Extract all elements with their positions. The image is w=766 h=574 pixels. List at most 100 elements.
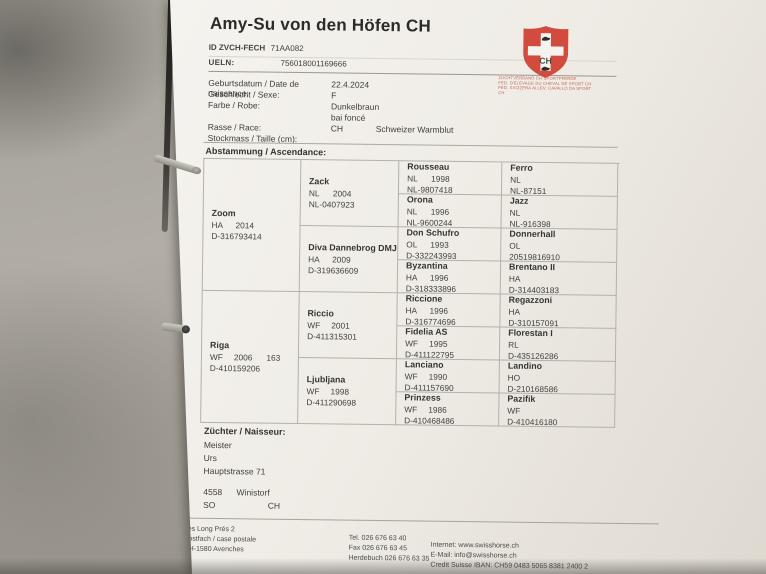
breed: HA (508, 273, 521, 284)
horse-breed-year: HA 1996 (405, 305, 495, 316)
horse-reg: D-316774696 (405, 315, 456, 327)
horse-name: Landino (507, 360, 543, 371)
pedigree-cell: Byzantina HA 1996 D-318333896 (397, 260, 502, 295)
horse-breed-year: NL 1998 (407, 173, 497, 184)
pedigree-cell-sire: Zoom HA 2014 D-316793414 (202, 158, 302, 293)
horse-reg: NL-9600244 (406, 216, 453, 228)
pedigree-cell: Fidelia AS WF 1995 D-411122795 (396, 326, 501, 361)
horse-breed: HA (509, 273, 612, 284)
horse-reg: D-318333896 (405, 282, 457, 294)
horse-breed-year: HA 1996 (406, 272, 496, 283)
breed: WF (404, 403, 418, 414)
info-value: bai foncé (330, 112, 366, 123)
horse-breed-year: WF 1990 (405, 371, 495, 382)
pedigree-cell: Don Schufro OL 1993 D-332243993 (398, 227, 502, 262)
horse-name: Fidelia AS (405, 326, 448, 337)
breed: HA (308, 254, 320, 265)
horse-breed: NL (510, 174, 613, 185)
breed: WF (404, 370, 418, 381)
year: 2004 (332, 188, 352, 199)
id-label: ID ZVCH-FECH (208, 42, 266, 53)
id-value: 71AA082 (270, 43, 304, 54)
horse-reg: D-411290698 (306, 397, 357, 408)
horse-breed-year: NL 1996 (407, 206, 497, 217)
horse-name: Zoom (211, 207, 236, 219)
info-value-2: Schweizer Warmblut (375, 123, 454, 135)
pedigree-cell: Brentano II HA D-314403183 (500, 261, 618, 296)
horse-name: Jazz (509, 195, 529, 206)
breeder-street: Hauptstrasse 71 (203, 465, 266, 477)
pedigree-cell: Landino HO D-210168586 (499, 360, 616, 395)
horse-reg: D-435126286 (507, 350, 559, 361)
horse-breed-year: WF 2001 (307, 320, 392, 331)
horse-name: Ferro (510, 162, 533, 173)
horse-breed: NL (510, 207, 613, 218)
pedigree-cell: Orona NL 1996 NL-9600244 (398, 194, 502, 229)
footer-divider (180, 517, 659, 525)
breed: OL (509, 240, 521, 251)
breeder-country: CH (267, 500, 281, 511)
breed: HA (405, 304, 418, 315)
horse-silhouette-bottom (541, 66, 551, 71)
pedigree-cell: Zack NL 2004 NL-0407923 (300, 160, 400, 228)
breed: WF (306, 386, 320, 397)
info-label: Farbe / Robe: (207, 99, 261, 111)
info-value: Dunkelbraun (330, 101, 380, 112)
horse-breed: OL (509, 240, 612, 251)
pedigree-cell: Riccione HA 1996 D-316774696 (397, 293, 501, 328)
breeder-lastname: Meister (203, 439, 232, 451)
year: 1996 (430, 206, 450, 217)
breed: NL (509, 207, 521, 218)
horse-name: Riccione (405, 293, 443, 304)
pedigree-cell: Florestan I RL D-435126286 (499, 327, 617, 362)
horse-name: Prinzess (404, 392, 441, 403)
horse-reg: D-410468486 (404, 414, 455, 426)
zvch-shield-logo: CH (517, 24, 574, 81)
year: 2006 (233, 352, 253, 363)
horse-name: Diva Dannebrog DMJ (308, 242, 397, 254)
pedigree-heading: Abstammung / Ascendance: (205, 145, 327, 158)
horse-breed: WF (507, 405, 610, 416)
breed: HO (507, 372, 521, 383)
pedigree-cell: Ljubljana WF 1998 D-411290698 (298, 358, 397, 426)
pedigree-table: Zoom HA 2014 D-316793414 Riga WF 2006 163 D… (200, 157, 620, 428)
horse-breed: HA (508, 306, 611, 317)
breed: NL (510, 174, 521, 185)
year: 1996 (429, 305, 449, 316)
year: 2009 (332, 254, 351, 265)
horse-breed-year: HA 2014 (211, 220, 295, 231)
horse-silhouette-top (541, 36, 551, 41)
horse-breed-year: OL 1993 (406, 239, 496, 250)
pedigree-cell: Donnerhall OL 20519816910 (501, 228, 618, 263)
info-label: Geschlecht / Sexe: (208, 88, 280, 100)
association-name-fineprint: ZUCHTVERBAND CH-SPORTPFERDE FED. D'ELEVA… (498, 75, 597, 96)
horse-reg: D-210168586 (507, 383, 558, 394)
info-value: CH (330, 123, 344, 134)
horse-reg: 20519816910 (509, 251, 561, 262)
ueln-value: 756018001169666 (280, 58, 347, 69)
horse-reg: NL-87151 (509, 185, 547, 196)
breeder-city: Winistorf (236, 487, 270, 498)
year: 2001 (331, 320, 350, 331)
breed: WF (307, 320, 321, 331)
horse-name-title: Amy-Su von den Höfen CH (209, 13, 432, 36)
horse-reg: NL-916398 (509, 218, 551, 229)
horse-reg: NL-0407923 (308, 199, 355, 210)
horse-name: Riccio (307, 308, 334, 319)
info-label (208, 111, 331, 123)
horse-breed: RL (508, 339, 611, 350)
bottom-shadow (0, 558, 766, 574)
breeder-firstname: Urs (203, 452, 217, 464)
horse-breed-year: NL 2004 (309, 188, 394, 199)
horse-breed-year: WF 2006 163 (210, 352, 294, 363)
pedigree-cell: Regazzoni HA D-310157091 (500, 294, 617, 329)
pedigree-cell: Pazifik WF D-410416180 (499, 393, 616, 428)
pedigree-cell: Jazz NL NL-916398 (501, 195, 618, 230)
horse-reg: D-316793414 (211, 230, 262, 242)
horse-reg: D-410159206 (209, 362, 261, 374)
breeder-zip: 4558 (203, 486, 223, 498)
horse-name: Ljubljana (306, 374, 346, 385)
